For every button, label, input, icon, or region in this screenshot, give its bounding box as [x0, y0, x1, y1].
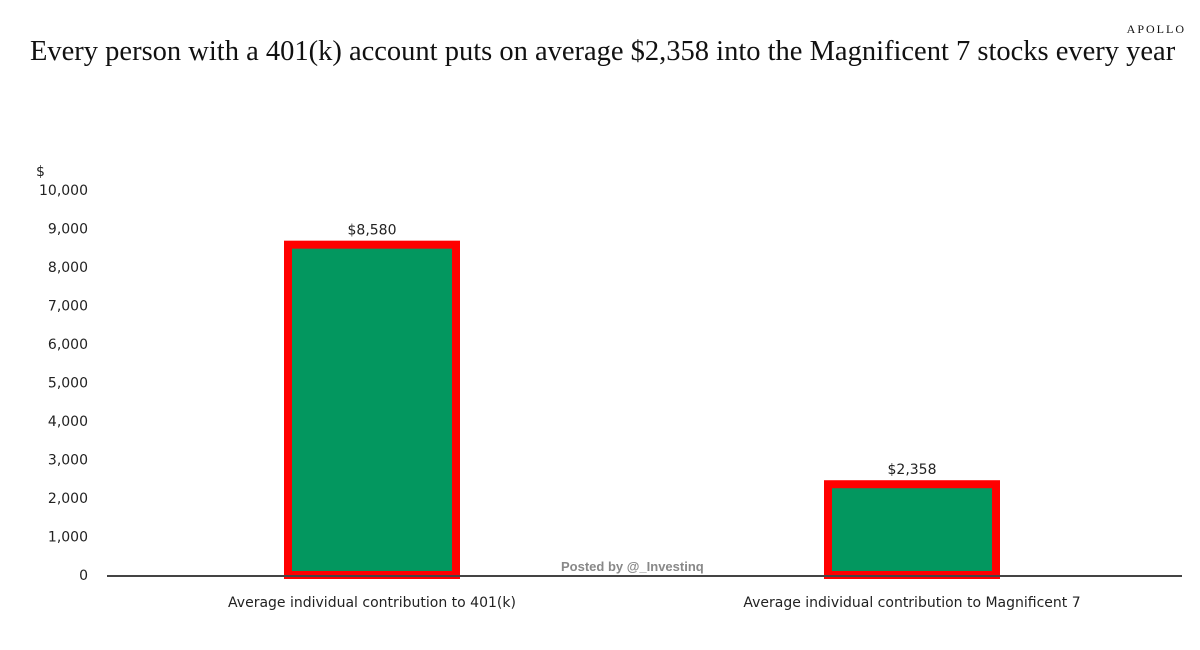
y-tick-label: 7,000	[48, 299, 88, 315]
y-tick-label: 5,000	[48, 376, 88, 392]
y-tick-label: 3,000	[48, 453, 88, 469]
watermark: Posted by @_Investinq	[561, 559, 704, 574]
bar	[824, 480, 1000, 580]
y-tick-label: 6,000	[48, 337, 88, 353]
data-label: $2,358	[888, 462, 937, 478]
data-label: $8,580	[348, 223, 397, 239]
y-tick-label: 1,000	[48, 530, 88, 546]
bar	[284, 240, 460, 579]
y-axis-label: $	[36, 164, 45, 180]
y-tick-label: 4,000	[48, 414, 88, 430]
chart-title: Every person with a 401(k) account puts …	[30, 36, 1176, 67]
y-tick-label: 2,000	[48, 491, 88, 507]
x-tick-label: Average individual contribution to Magni…	[743, 595, 1080, 611]
y-tick-label: 0	[79, 568, 88, 584]
y-tick-label: 8,000	[48, 260, 88, 276]
y-tick-label: 9,000	[48, 222, 88, 238]
x-tick-label: Average individual contribution to 401(k…	[228, 595, 516, 611]
y-tick-label: 10,000	[39, 183, 88, 199]
brand-logo: APOLLO	[1126, 22, 1186, 36]
